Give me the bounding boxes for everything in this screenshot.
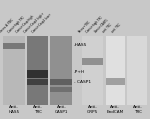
Text: Recov A YINC: Recov A YINC <box>0 18 14 34</box>
Bar <box>3 43 25 49</box>
Text: Anti-
CASP1: Anti- CASP1 <box>55 105 68 114</box>
Text: Anti-
HAS5: Anti- HAS5 <box>8 105 19 114</box>
Text: -P+H: -P+H <box>74 70 85 74</box>
Text: Anti-
GRP5: Anti- GRP5 <box>87 105 98 114</box>
Bar <box>50 79 72 85</box>
Text: Anti-
TRC: Anti- TRC <box>33 105 43 114</box>
Text: Anti-
EndCAM: Anti- EndCAM <box>106 105 124 114</box>
Text: Anti-
TRC: Anti- TRC <box>133 105 142 114</box>
Bar <box>27 36 48 105</box>
Bar <box>105 36 125 105</box>
Bar <box>105 79 125 85</box>
Text: Const+Casp high: Const+Casp high <box>15 15 35 34</box>
Bar <box>50 36 72 105</box>
Text: Const+Casp1 high+: Const+Casp1 high+ <box>23 12 46 34</box>
Text: Const+Casp1 low+: Const+Casp1 low+ <box>32 13 53 34</box>
Bar <box>127 36 147 105</box>
Bar <box>82 36 104 105</box>
Bar <box>27 79 48 85</box>
Text: Const+high TRC: Const+high TRC <box>7 15 26 34</box>
Text: anti TRC: anti TRC <box>110 23 121 34</box>
Text: -HAS5: -HAS5 <box>74 43 88 47</box>
Text: Recov+TRC: Recov+TRC <box>77 20 92 34</box>
Bar <box>82 58 104 65</box>
Bar <box>27 70 48 78</box>
Text: anti TRC: anti TRC <box>102 23 113 34</box>
Bar <box>3 36 25 105</box>
Text: Const+high TRC: Const+high TRC <box>86 15 104 34</box>
Bar <box>50 87 72 92</box>
Text: Const+CASP1: Const+CASP1 <box>94 18 110 34</box>
Text: - CASP1: - CASP1 <box>74 80 91 84</box>
